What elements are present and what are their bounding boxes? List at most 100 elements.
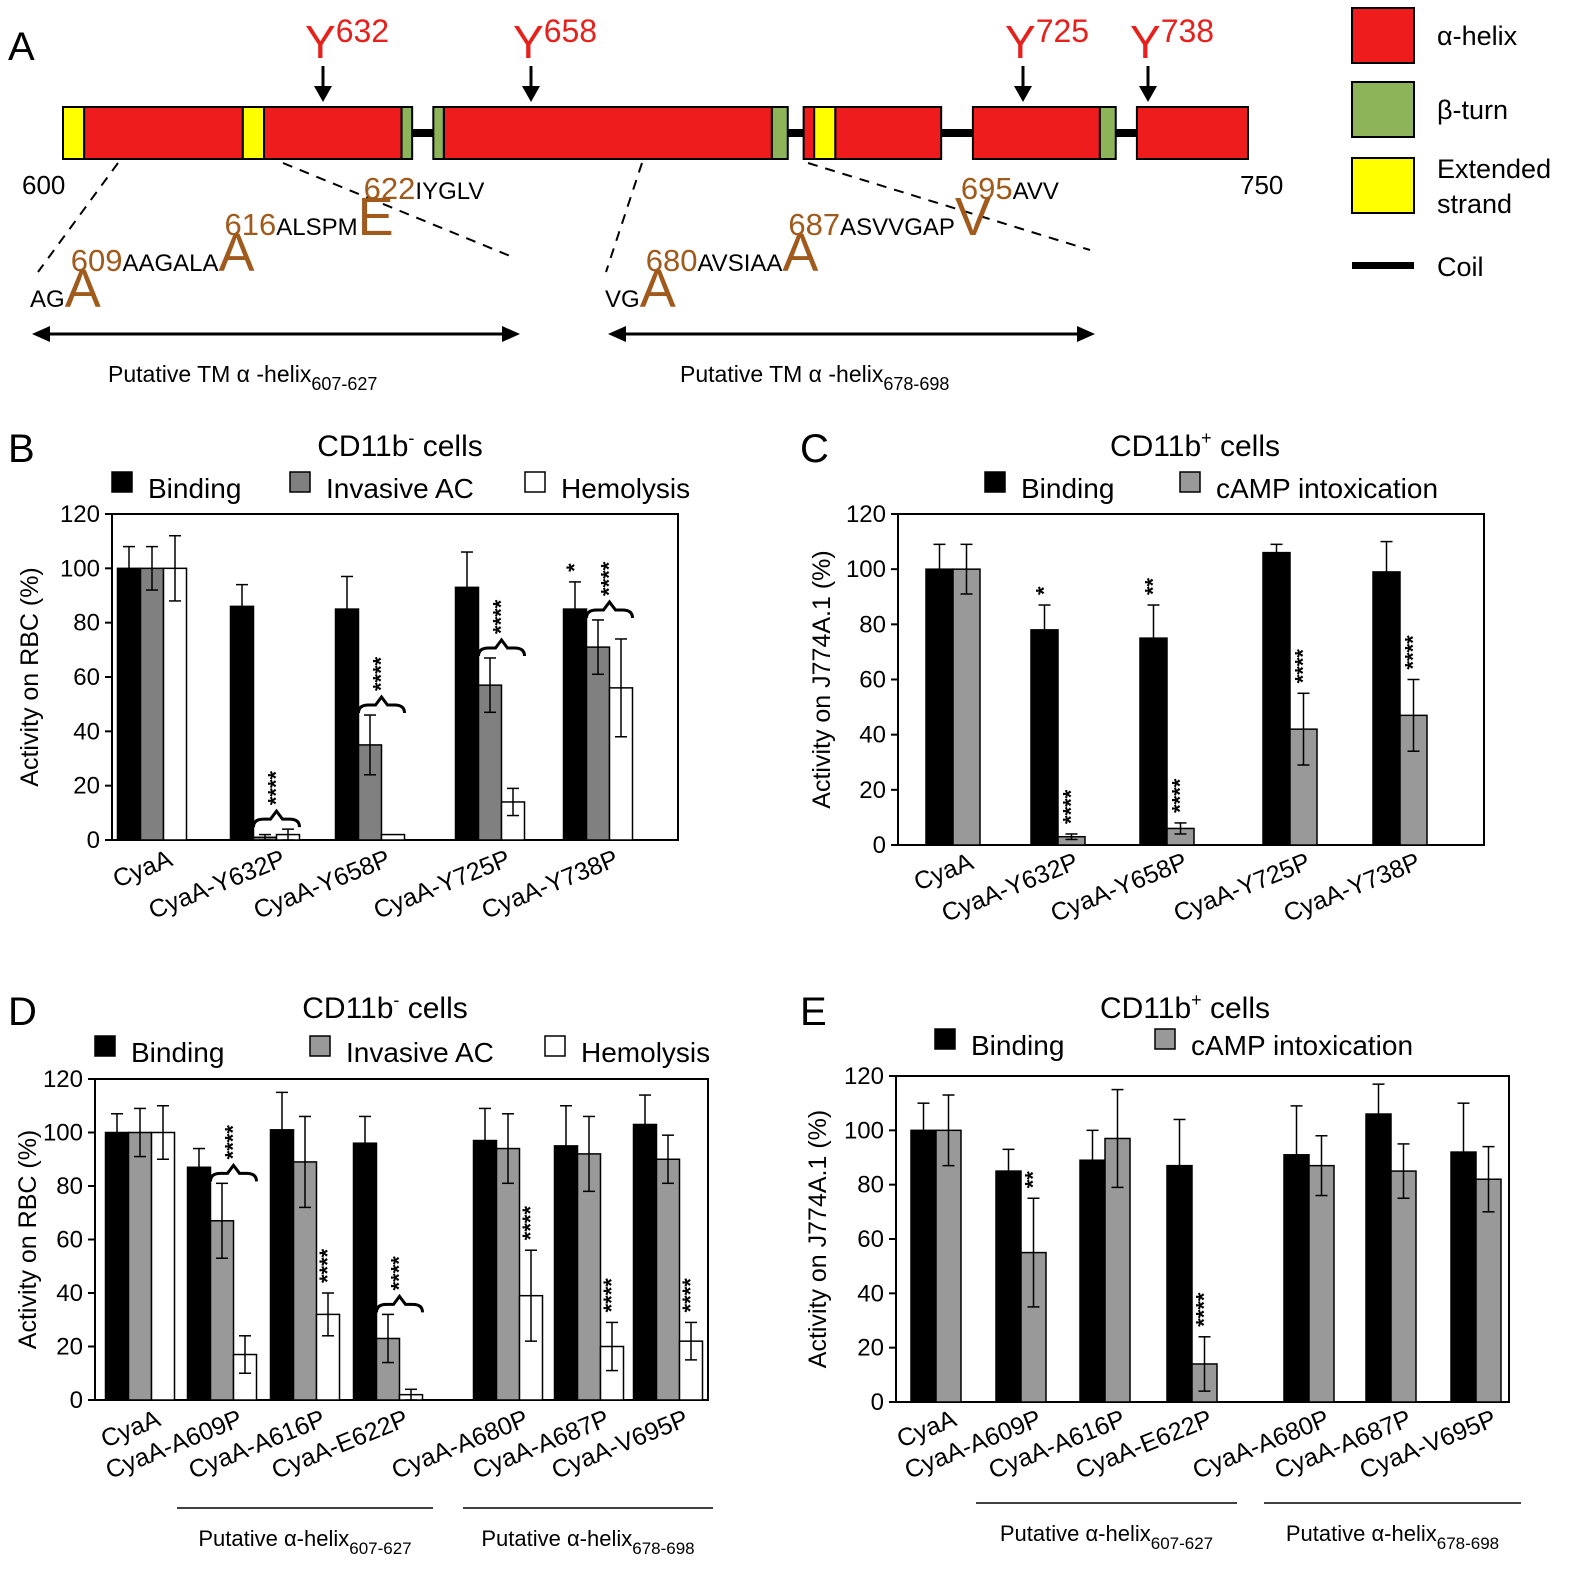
- highlighted-residue: A: [65, 259, 101, 319]
- legend-label: cAMP intoxication: [1216, 473, 1438, 504]
- y-tick-label: 120: [844, 1063, 884, 1090]
- significance-stars: ****: [387, 1256, 412, 1291]
- significance-stars: ****: [221, 1125, 246, 1160]
- sequence-right: VGA680AVSIAAA687ASVVGAPV695AVV: [605, 171, 1059, 319]
- y-tick-label: 100: [60, 555, 100, 582]
- y-tick-label: 40: [859, 722, 886, 749]
- y-tick-label: 0: [873, 832, 886, 859]
- sequence-fragment: VG: [605, 286, 640, 313]
- turn-segment: [770, 106, 789, 160]
- residue-number: 695: [961, 171, 1013, 206]
- bar-binding: [925, 568, 954, 846]
- panel-label-d: D: [8, 990, 37, 1034]
- panel-label-e: E: [800, 990, 827, 1034]
- significance-stars: ****: [1192, 1292, 1217, 1327]
- extended-segment: [62, 106, 86, 160]
- mutation-label: Y658: [513, 13, 597, 68]
- y-tick-label: 80: [56, 1173, 83, 1200]
- turn-segment: [1098, 106, 1117, 160]
- chart-title-rest: cells: [1202, 992, 1270, 1025]
- significance-bracket: [252, 808, 301, 828]
- highlighted-residue: A: [782, 223, 818, 283]
- panel-label-c: C: [800, 427, 829, 471]
- sequence-fragment: IYGLV: [415, 178, 484, 205]
- bar-binding: [1372, 571, 1401, 846]
- zoom-dashed-line: [37, 162, 119, 273]
- significance-stars: ****: [1059, 789, 1084, 824]
- mutation-letter: Y: [1130, 16, 1161, 68]
- category-label: CyaA: [109, 844, 176, 893]
- bar-binding: [352, 1142, 378, 1401]
- bar-binding: [1283, 1154, 1310, 1403]
- mutation-arrow-head: [522, 86, 540, 102]
- residue-start-label: 600: [22, 170, 65, 200]
- group-label-main: Putative α-helix: [1286, 1521, 1437, 1546]
- helix-segment: [834, 106, 943, 160]
- bar-camp-intoxication: [1308, 1164, 1335, 1403]
- bar-hemolysis: [380, 833, 406, 841]
- bar-binding: [562, 608, 588, 841]
- tm-label-sub: 607-627: [311, 374, 377, 394]
- sequence-fragment: ALSPM: [276, 214, 357, 241]
- highlighted-residue: V: [955, 187, 991, 247]
- significance-stars: **: [1141, 577, 1166, 595]
- chart-title: CD11b- cells: [302, 990, 468, 1025]
- group-label: Putative α-helix607-627: [198, 1526, 411, 1558]
- mutation-label: Y738: [1130, 13, 1214, 68]
- mutation-number: 632: [336, 13, 389, 49]
- mutation-arrow-head: [1014, 86, 1032, 102]
- span-arrow-head-right: [502, 326, 520, 342]
- residue-number: 680: [646, 243, 698, 278]
- bar-binding: [632, 1123, 658, 1401]
- mutation-arrow-head: [1139, 86, 1157, 102]
- significance-bracket: [585, 599, 634, 619]
- sequence-fragment: ASVVGAP: [840, 214, 955, 241]
- legend-label: Binding: [971, 1030, 1064, 1061]
- mutation-number: 725: [1036, 13, 1089, 49]
- y-tick-label: 40: [56, 1280, 83, 1307]
- y-tick-label: 60: [859, 667, 886, 694]
- panel-b-chart: CD11b- cells Binding Invasive AC Hemolysis 0…: [16, 428, 690, 925]
- extended-segment: [241, 106, 266, 160]
- legend-label: Hemolysis: [561, 473, 690, 504]
- legend-label: strand: [1437, 189, 1512, 219]
- mutation-letter: Y: [305, 16, 336, 68]
- y-tick-label: 100: [844, 1117, 884, 1144]
- bar-binding: [1262, 551, 1291, 846]
- tm-helix-label-left: Putative TM α -helix607-627: [108, 361, 377, 394]
- group-label-sub: 678-698: [632, 1539, 694, 1558]
- y-tick-label: 100: [43, 1120, 83, 1147]
- y-tick-label: 20: [859, 777, 886, 804]
- bar-binding: [334, 608, 360, 841]
- significance-stars: ****: [315, 1248, 340, 1283]
- y-axis-label: Activity on J774A.1 (%): [804, 1110, 832, 1368]
- legend-label: Extended: [1437, 154, 1551, 184]
- significance-stars: ****: [489, 599, 514, 634]
- legend-swatch: [544, 1035, 566, 1057]
- panel-c-chart: CD11b+ cells Binding cAMP intoxication 0 20 4…: [808, 428, 1485, 928]
- sequence-fragment: AAGALA: [122, 250, 218, 277]
- mutation-label: Y632: [305, 13, 389, 68]
- significance-stars: ****: [1168, 778, 1193, 813]
- y-tick-label: 80: [857, 1172, 884, 1199]
- span-arrow-head-right: [1077, 326, 1095, 342]
- y-tick-label: 60: [73, 664, 100, 691]
- panel-d-chart: CD11b- cells Binding Invasive AC Hemolysis 0…: [14, 990, 713, 1558]
- y-tick-label: 100: [846, 556, 886, 583]
- significance-bracket: [375, 1293, 424, 1313]
- group-label-sub: 607-627: [349, 1539, 411, 1558]
- significance-bracket: [357, 694, 406, 714]
- bar-binding: [454, 586, 480, 841]
- bar-binding: [186, 1166, 212, 1401]
- group-label: Putative α-helix678-698: [1286, 1521, 1499, 1553]
- bar-camp-intoxication: [1390, 1170, 1417, 1403]
- y-tick-label: 0: [87, 827, 100, 854]
- chart-title-sup: +: [1191, 990, 1202, 1010]
- chart-title: CD11b+ cells: [1110, 428, 1280, 463]
- zoom-dashed-line: [807, 162, 1091, 251]
- significance-bracket: [209, 1162, 258, 1182]
- bar-binding: [910, 1129, 937, 1403]
- chart-title-rest: cells: [399, 992, 467, 1025]
- significance-stars: ****: [597, 561, 622, 596]
